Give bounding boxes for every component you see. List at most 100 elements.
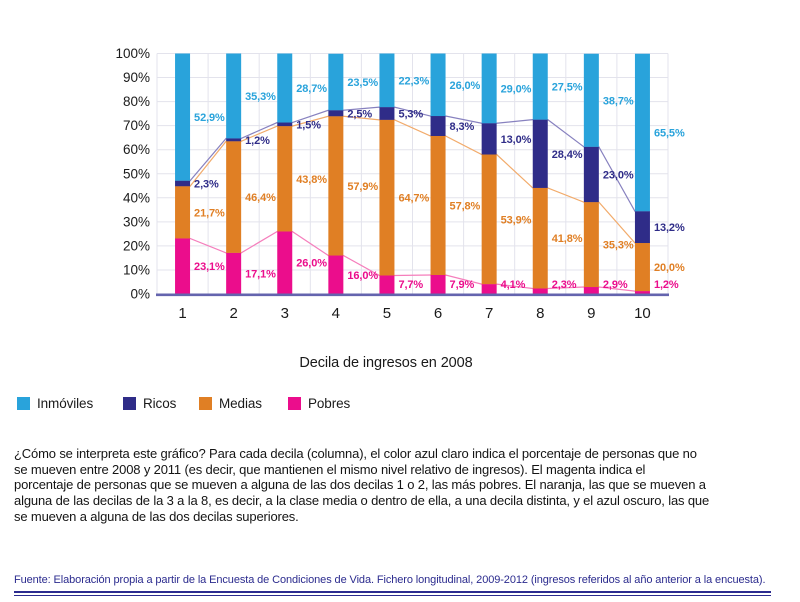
bar-segment-pobres (328, 255, 344, 294)
value-label-ricos: 28,4% (552, 149, 583, 161)
explanation-line: se mueven a alguna de las dos decilas su… (14, 508, 299, 524)
y-tick-label: 70% (123, 118, 150, 133)
x-tick-label: 1 (178, 305, 186, 322)
y-tick-label: 100% (115, 46, 150, 61)
explanation-line: se mueven entre 2008 y 2011 (es decir, q… (14, 461, 646, 477)
x-tick-label: 8 (536, 305, 544, 322)
bar-segment-ricos (226, 138, 242, 142)
value-label-medias: 21,7% (194, 207, 225, 219)
bar-segment-ricos (175, 180, 191, 187)
stacked-bar-chart: 23,1% 21,7% 2,3% 5 2,9% 17,1% 46,4% 1,2% 3 5,3% 26… (115, 46, 685, 322)
x-tick-label: 5 (383, 305, 391, 322)
bar-segment-pobres (175, 238, 191, 294)
legend-item-ricos: Ricos (123, 396, 176, 411)
bar-segment-medias (430, 135, 446, 276)
bar-segment-pobres (634, 291, 650, 294)
bar-segment-medias (379, 119, 395, 276)
bar-segment-medias (226, 141, 242, 253)
y-tick-label: 50% (123, 166, 150, 181)
explanation-line: ¿Cómo se interpreta este gráfico? Para c… (14, 446, 697, 461)
bar-segment-inmóviles (277, 53, 293, 123)
bar-segment-inmóviles (532, 53, 548, 120)
boundary-line-medias (175, 115, 650, 244)
value-label-ricos: 13,2% (654, 222, 685, 234)
value-label-pobres: 2,9% (603, 279, 628, 291)
legend-label: Ricos (143, 396, 177, 411)
value-label-medias: 20,0% (654, 262, 685, 274)
legend-item-inmviles: Inmóviles (17, 396, 93, 411)
value-label-inmóviles: 26,0% (450, 80, 481, 92)
value-label-pobres: 26,0% (296, 258, 327, 270)
value-label-inmóviles: 65,5% (654, 128, 685, 140)
legend-item-pobres: Pobres (288, 396, 350, 411)
value-label-medias: 57,9% (347, 181, 378, 193)
chart-explanation: ¿Cómo se interpreta este gráfico? Para c… (14, 446, 794, 525)
value-label-medias: 53,9% (501, 214, 532, 226)
bar-segment-pobres (226, 252, 242, 294)
bar-segment-ricos (277, 122, 293, 127)
y-tick-label: 0% (130, 287, 150, 302)
bar-segment-pobres (583, 287, 599, 294)
x-tick-label: 3 (281, 305, 289, 322)
value-label-pobres: 4,1% (501, 279, 526, 291)
bar-segment-pobres (532, 288, 548, 294)
value-label-inmóviles: 27,5% (552, 82, 583, 94)
value-label-ricos: 5,3% (398, 109, 423, 121)
bar-segment-medias (175, 186, 191, 239)
bar-segment-inmóviles (634, 53, 650, 212)
explanation-line: alguna de las decilas de la 3 a la 8, es… (14, 493, 710, 509)
bar-segment-inmóviles (430, 53, 446, 117)
value-label-inmóviles: 23,5% (347, 77, 378, 89)
bar-segment-inmóviles (481, 53, 497, 124)
y-tick-label: 20% (123, 238, 150, 253)
legend-label: Inmóviles (37, 396, 94, 411)
bar-segment-inmóviles (583, 53, 599, 147)
bar-segment-inmóviles (379, 53, 395, 108)
bar-segment-inmóviles (175, 53, 191, 181)
value-label-pobres: 1,2% (654, 279, 679, 291)
value-label-inmóviles: 28,7% (296, 83, 327, 95)
x-tick-label: 4 (332, 305, 340, 322)
value-label-inmóviles: 22,3% (398, 75, 429, 87)
legend-swatch (199, 397, 212, 410)
value-label-pobres: 7,7% (398, 279, 423, 291)
legend-label: Pobres (308, 396, 351, 411)
source-note: Fuente: Elaboración propia a partir de l… (14, 574, 766, 586)
x-axis-title: Decila de ingresos en 2008 (299, 355, 473, 371)
bar-segment-medias (277, 126, 293, 232)
value-label-medias: 64,7% (398, 193, 429, 205)
x-tick-label: 7 (485, 305, 493, 322)
bar-segment-medias (532, 187, 548, 289)
bar-segment-pobres (379, 275, 395, 294)
value-label-medias: 43,8% (296, 174, 327, 186)
y-tick-label: 40% (123, 190, 150, 205)
bar-segment-medias (328, 116, 344, 256)
chart-legend: Inmóviles Ricos Medias Pobres (0, 396, 800, 412)
bar-segment-ricos (379, 107, 395, 120)
value-label-pobres: 23,1% (194, 261, 225, 273)
bar-segment-medias (583, 202, 599, 288)
bar-segment-ricos (481, 123, 497, 155)
value-label-medias: 57,8% (450, 200, 481, 212)
legend-swatch (288, 397, 301, 410)
bar-segment-inmóviles (328, 53, 344, 111)
value-label-pobres: 17,1% (245, 268, 276, 280)
value-label-ricos: 2,5% (347, 108, 372, 120)
value-label-medias: 41,8% (552, 233, 583, 245)
bar-segment-ricos (430, 116, 446, 136)
y-tick-label: 10% (123, 262, 150, 277)
value-label-pobres: 7,9% (450, 279, 475, 291)
legend-swatch (123, 397, 136, 410)
value-label-ricos: 2,3% (194, 178, 219, 190)
bar-segment-pobres (277, 231, 293, 294)
value-label-inmóviles: 29,0% (501, 83, 532, 95)
bar-segment-pobres (481, 284, 497, 294)
y-tick-label: 30% (123, 214, 150, 229)
x-tick-label: 10 (634, 305, 651, 322)
legend-label: Medias (219, 396, 262, 411)
bar-segment-ricos (328, 110, 344, 117)
bar-segment-pobres (430, 275, 446, 294)
value-label-pobres: 16,0% (347, 270, 378, 282)
value-label-medias: 46,4% (245, 192, 276, 204)
value-label-ricos: 23,0% (603, 169, 634, 181)
